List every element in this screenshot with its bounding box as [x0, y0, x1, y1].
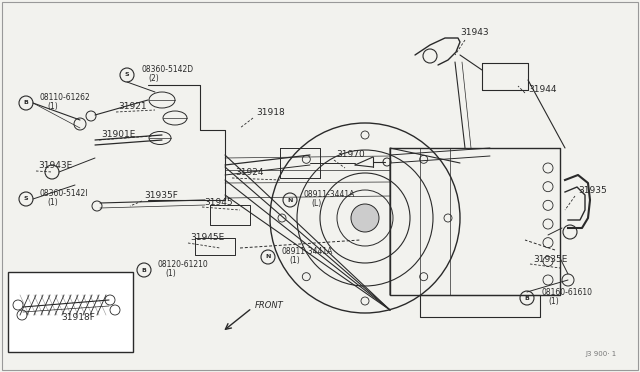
Text: 08120-61210: 08120-61210 — [158, 260, 209, 269]
Text: (1): (1) — [548, 297, 559, 306]
Text: 08911-3441A: 08911-3441A — [282, 247, 333, 256]
Text: (2): (2) — [148, 74, 159, 83]
Text: 31924: 31924 — [235, 168, 264, 177]
Text: 31921: 31921 — [118, 102, 147, 111]
Text: 31935E: 31935E — [533, 255, 568, 264]
Text: N: N — [287, 198, 292, 202]
Text: 31945E: 31945E — [190, 233, 224, 242]
Text: (1): (1) — [47, 198, 58, 207]
Text: 31945: 31945 — [204, 198, 232, 207]
Text: FRONT: FRONT — [255, 301, 284, 310]
Text: 08360-5142I: 08360-5142I — [40, 189, 88, 198]
Text: S: S — [125, 73, 129, 77]
Text: 31935: 31935 — [578, 186, 607, 195]
Text: 31918: 31918 — [256, 108, 285, 117]
Text: B: B — [24, 100, 28, 106]
Text: S: S — [24, 196, 28, 202]
Text: 31970: 31970 — [336, 150, 365, 159]
Text: 31901E: 31901E — [101, 130, 136, 139]
Text: (L): (L) — [311, 199, 321, 208]
Text: 08911-3441A: 08911-3441A — [304, 190, 355, 199]
Text: 08360-5142D: 08360-5142D — [141, 65, 193, 74]
Text: B: B — [141, 267, 147, 273]
Text: 31943E: 31943E — [38, 161, 72, 170]
Text: (1): (1) — [289, 256, 300, 265]
Text: J3 900· 1: J3 900· 1 — [585, 351, 616, 357]
Text: 31943: 31943 — [460, 28, 488, 37]
Text: B: B — [525, 295, 529, 301]
Text: 31944: 31944 — [528, 85, 557, 94]
Text: 31918F: 31918F — [61, 313, 95, 322]
Text: 08110-61262: 08110-61262 — [40, 93, 91, 102]
Text: N: N — [266, 254, 271, 260]
Bar — [8, 272, 133, 352]
Circle shape — [351, 204, 379, 232]
Text: 31935F: 31935F — [144, 191, 178, 200]
Text: 08160-61610: 08160-61610 — [541, 288, 592, 297]
Text: (1): (1) — [165, 269, 176, 278]
Text: (1): (1) — [47, 102, 58, 111]
